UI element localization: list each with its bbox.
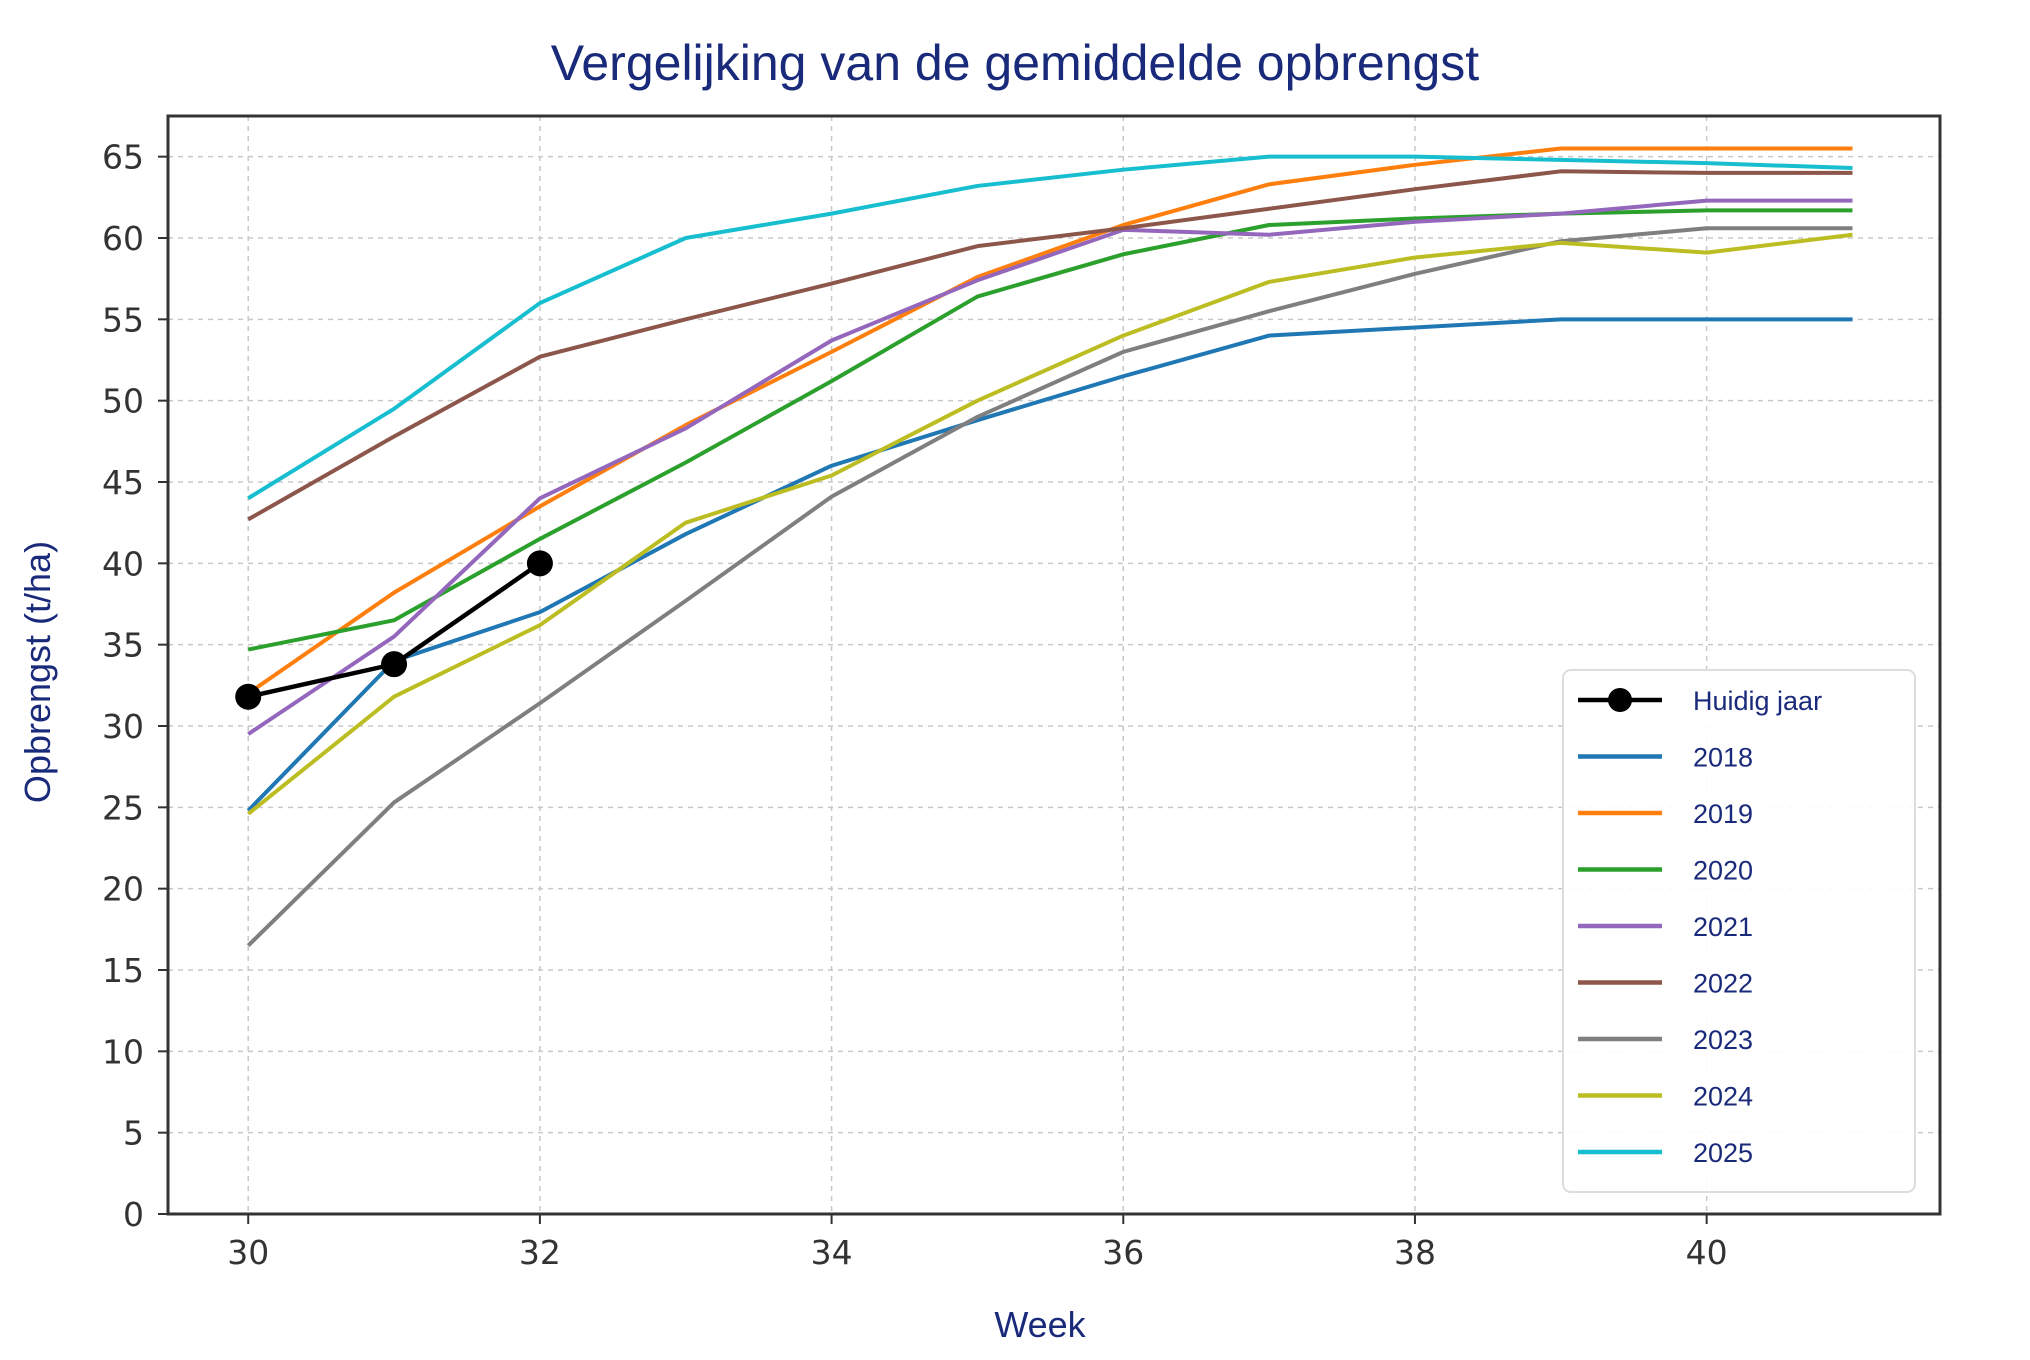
legend-label-2021: 2021 [1693, 912, 1753, 942]
series-line-2023 [246, 226, 1853, 948]
x-tick-label: 32 [519, 1233, 561, 1272]
series-line-2020 [247, 208, 1853, 652]
data-point-huidig-jaar [526, 550, 553, 577]
legend-marker-huidig-jaar [1608, 688, 1632, 712]
y-tick-label: 40 [102, 544, 144, 583]
legend-box [1562, 669, 1916, 1193]
y-tick-label: 55 [102, 300, 144, 339]
y-tick-label: 30 [102, 707, 144, 746]
series-line-2019 [247, 146, 1853, 696]
y-tick-label: 35 [102, 626, 144, 665]
y-tick-label: 60 [102, 219, 144, 258]
y-tick-label: 0 [123, 1195, 144, 1234]
x-tick-label: 30 [227, 1233, 269, 1272]
x-tick-label: 36 [1102, 1233, 1144, 1272]
legend-label-2025: 2025 [1693, 1138, 1753, 1168]
legend-label-2022: 2022 [1693, 969, 1753, 999]
legend-label-2018: 2018 [1693, 743, 1753, 773]
plot-area-frame [166, 114, 1942, 1216]
series-line-2021 [247, 198, 1853, 736]
series-line-2022 [247, 169, 1853, 522]
series-line-2024 [246, 232, 1853, 816]
y-tick-label: 15 [102, 951, 144, 990]
x-tick-label: 34 [811, 1233, 853, 1272]
y-tick-label: 10 [102, 1032, 144, 1071]
series-line-2025 [247, 154, 1853, 500]
legend-label-2019: 2019 [1693, 799, 1753, 829]
series-line-2018 [246, 317, 1853, 812]
data-point-huidig-jaar [381, 651, 408, 678]
x-tick-label: 40 [1686, 1233, 1728, 1272]
x-tick-label: 38 [1394, 1233, 1436, 1272]
y-axis-label: Opbrengst (t/ha) [17, 541, 58, 803]
y-tick-label: 65 [102, 138, 144, 177]
y-tick-label: 20 [102, 870, 144, 909]
legend-label-huidig-jaar: Huidig jaar [1693, 686, 1822, 716]
y-tick-label: 50 [102, 382, 144, 421]
series-lines [235, 146, 1853, 948]
y-tick-label: 45 [102, 463, 144, 502]
data-point-huidig-jaar [235, 683, 262, 710]
axis-ticks: 30 32 34 36 38 40 0 5 10 15 20 25 30 35 40 45 50 55 60 65 [102, 138, 1728, 1272]
legend: Huidig jaar 2018 2019 2020 2021 2022 2023 2024 2… [1562, 669, 1916, 1193]
legend-label-2023: 2023 [1693, 1025, 1753, 1055]
y-tick-label: 25 [102, 788, 144, 827]
chart-title: Vergelijking van de gemiddelde opbrengst [551, 35, 1480, 91]
legend-items: Huidig jaar 2018 2019 2020 2021 2022 2023 2024 2… [1578, 686, 1822, 1168]
legend-label-2024: 2024 [1693, 1082, 1753, 1112]
legend-label-2020: 2020 [1693, 856, 1753, 886]
y-tick-label: 5 [123, 1114, 144, 1153]
x-axis-label: Week [994, 1304, 1086, 1345]
